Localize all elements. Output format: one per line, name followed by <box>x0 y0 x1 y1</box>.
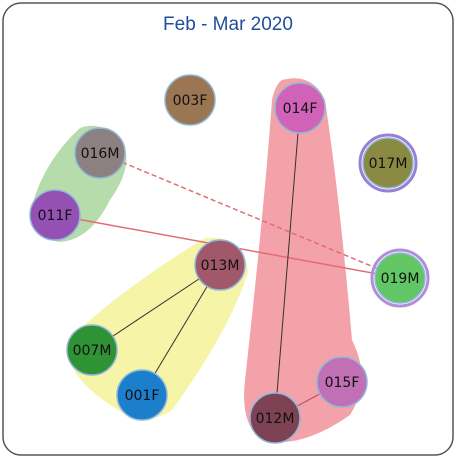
node-label: 013M <box>201 258 240 274</box>
node-label: 017M <box>369 156 408 172</box>
node-label: 007M <box>73 343 112 359</box>
node-label: 015F <box>325 375 360 391</box>
node-label: 012M <box>256 411 295 427</box>
node <box>274 82 326 134</box>
node <box>164 74 216 126</box>
node-label: 011F <box>38 208 73 224</box>
title: Feb - Mar 2020 <box>163 14 293 35</box>
node-ring <box>370 248 430 308</box>
node <box>362 137 414 189</box>
node <box>374 252 426 304</box>
node-label: 019M <box>381 271 420 287</box>
nodes: 003F 014F 016M 017M 011F 013M 019M 007M 015F 001F… <box>29 74 430 444</box>
node <box>116 369 168 421</box>
node <box>66 324 118 376</box>
node-label: 014F <box>283 101 318 117</box>
node <box>194 239 246 291</box>
node <box>74 127 126 179</box>
node-ring <box>358 133 418 193</box>
node <box>249 392 301 444</box>
edge <box>99 152 401 279</box>
node-label: 001F <box>125 388 160 404</box>
node-label: 016M <box>81 146 120 162</box>
node <box>29 189 81 241</box>
edge <box>274 107 301 419</box>
node <box>316 356 368 408</box>
node-label: 003F <box>173 93 208 109</box>
